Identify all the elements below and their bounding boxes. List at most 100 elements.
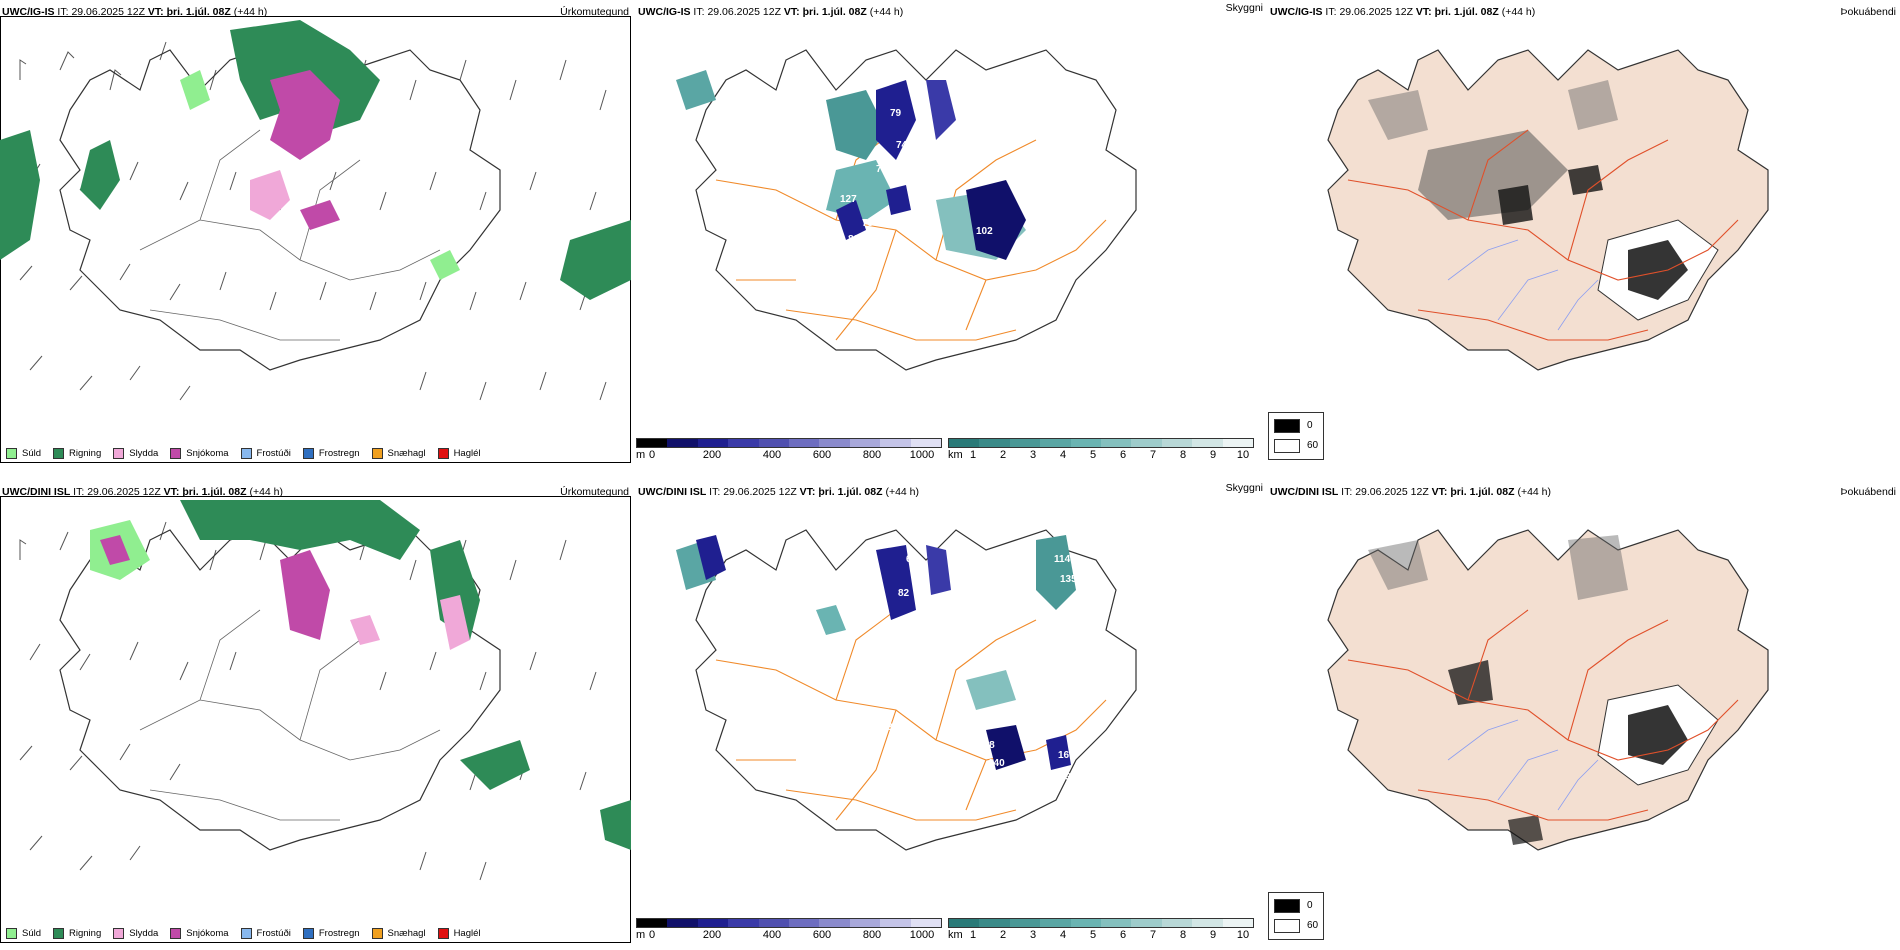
ceiling-label: 135 (1060, 574, 1077, 585)
ceiling-labels: 133 208 140 102 114 135 55 60 65 16 53 8… (876, 554, 1080, 789)
visibility-map: 133 208 140 102 114 135 55 60 65 16 53 8… (676, 529, 1137, 851)
panel-title: Þokuábendi (1840, 6, 1896, 18)
ceiling-label: 60 (1008, 608, 1020, 619)
ceiling-label: 44 (1000, 306, 1012, 317)
iceland-outline (59, 49, 501, 371)
legend-item-haglel: Haglél (437, 447, 481, 459)
ceiling-label: 58 (982, 296, 994, 307)
panel-title: Skyggni (1225, 482, 1263, 494)
legend-item-sudl: Súld (6, 927, 41, 939)
model-name: UWC/IG-IS (1270, 6, 1323, 18)
ceiling-label: 95 (970, 118, 982, 129)
ceiling-unit: m (636, 929, 646, 941)
legend-item-rigning: Rigning (53, 447, 101, 459)
visibility-panel-bottom: UWC/DINI ISL IT: 29.06.2025 12Z VT: þri.… (636, 480, 1267, 950)
rivers (1447, 719, 1599, 811)
ceiling-label: 114 (1054, 554, 1071, 565)
ceiling-colorbar-bar (636, 438, 942, 448)
ceiling-areas (836, 80, 1026, 260)
init-value: 29.06.2025 12Z (87, 486, 161, 498)
ceiling-label: 77 (876, 164, 888, 175)
iceland-outline (59, 529, 501, 851)
roads (1347, 609, 1739, 821)
precip-legend: Súld Rigning Slydda Snjókoma Frostúði Fr… (6, 926, 491, 940)
init-label: IT: (709, 486, 721, 498)
ceiling-unit: m (636, 449, 646, 461)
ceiling-label: 74 (896, 140, 908, 151)
ceiling-label: 82 (898, 588, 910, 599)
lead-time: (+44 h) (885, 486, 920, 498)
visibility-unit: km (948, 929, 963, 941)
init-value: 29.06.2025 12Z (1339, 6, 1413, 18)
lead-time: (+44 h) (233, 6, 268, 18)
fog-areas (1368, 80, 1719, 321)
precip-map (0, 20, 631, 401)
visibility-ticks: 1 2 3 4 5 6 7 8 9 10 (969, 929, 1250, 941)
legend-item-snjokoma: Snjókoma (170, 927, 229, 939)
legend-item-frostudi: Frostúði (240, 447, 291, 459)
legend-item-snaehagl: Snæhagl (371, 447, 426, 459)
fog-areas (1368, 535, 1719, 845)
valid-value: þri. 1.júl. 08Z (182, 486, 247, 498)
ceiling-label: 88 (912, 676, 924, 687)
valid-label: VT: (147, 6, 164, 18)
init-label: IT: (1341, 486, 1353, 498)
ceiling-label: 76 (900, 218, 912, 229)
roads (139, 129, 441, 341)
ceiling-colorbar-bar (636, 918, 942, 928)
init-value: 29.06.2025 12Z (71, 6, 145, 18)
visibility-unit: km (948, 449, 963, 461)
init-value: 29.06.2025 12Z (1355, 486, 1429, 498)
ceiling-label: 75 (862, 218, 874, 229)
lead-time: (+44 h) (1517, 486, 1552, 498)
visibility-areas (676, 535, 1076, 710)
fog-panel-top: UWC/IG-IS IT: 29.06.2025 12Z VT: þri. 1.… (1268, 0, 1900, 470)
visibility-panel-top: UWC/IG-IS IT: 29.06.2025 12Z VT: þri. 1.… (636, 0, 1267, 470)
legend-item-frostregn: Frostregn (302, 927, 360, 939)
init-label: IT: (1325, 6, 1337, 18)
panel-title: Skyggni (1225, 2, 1263, 14)
model-name: UWC/IG-IS (2, 6, 55, 18)
visibility-colorbar-bar (948, 918, 1254, 928)
precip-panel-bottom: UWC/DINI ISL IT: 29.06.2025 12Z VT: þri.… (0, 480, 633, 950)
fog-map (1327, 529, 1769, 851)
row-top: UWC/IG-IS IT: 29.06.2025 12Z VT: þri. 1.… (0, 0, 1900, 470)
fog-legend-bottom: 0 60 (1268, 892, 1324, 940)
ceiling-labels: 127 75 80 76 102 58 44 79 74 77 95 12 (840, 108, 1012, 317)
legend-item-frostudi: Frostúði (240, 927, 291, 939)
precip-legend: Súld Rigning Slydda Snjókoma Frostúði Fr… (6, 446, 491, 460)
fog-legend-top: 0 60 (1268, 412, 1324, 460)
legend-item-slydda: Slydda (113, 447, 158, 459)
legend-item-snaehagl: Snæhagl (371, 927, 426, 939)
visibility-ticks: 1 2 3 4 5 6 7 8 9 10 (969, 449, 1250, 461)
legend-item-slydda: Slydda (113, 927, 158, 939)
ceiling-label: 12 (1000, 112, 1012, 123)
rivers (1447, 239, 1599, 331)
ceiling-label: 140 (988, 758, 1005, 769)
panel-title: Þokuábendi (1840, 486, 1896, 498)
ceiling-label: 133 (876, 722, 893, 733)
valid-value: þri. 1.júl. 08Z (802, 6, 867, 18)
valid-label: VT: (163, 486, 180, 498)
lead-time: (+44 h) (1501, 6, 1536, 18)
panel-title: Úrkomutegund (560, 486, 629, 498)
panel-header: UWC/DINI ISL IT: 29.06.2025 12Z VT: þri.… (638, 482, 1265, 502)
row-bottom: UWC/DINI ISL IT: 29.06.2025 12Z VT: þri.… (0, 480, 1900, 950)
ceiling-label: 80 (848, 234, 860, 245)
valid-value: þri. 1.júl. 08Z (818, 486, 883, 498)
ceiling-label: 208 (978, 740, 995, 751)
valid-label: VT: (783, 6, 800, 18)
visibility-colorbar: km 1 2 3 4 5 6 7 8 9 10 (948, 916, 1254, 942)
precip-areas (0, 20, 631, 300)
iceland-outline (695, 529, 1137, 851)
ceiling-label: 16 (1058, 750, 1070, 761)
panel-header: UWC/DINI ISL IT: 29.06.2025 12Z VT: þri.… (1270, 486, 1898, 502)
legend-item-snjokoma: Snjókoma (170, 447, 229, 459)
roads (1347, 129, 1739, 341)
ceiling-label: 102 (982, 778, 999, 789)
ceiling-areas (696, 535, 1071, 770)
precip-areas (90, 500, 631, 850)
model-name: UWC/IG-IS (638, 6, 691, 18)
valid-label: VT: (799, 486, 816, 498)
precip-map (19, 500, 631, 881)
